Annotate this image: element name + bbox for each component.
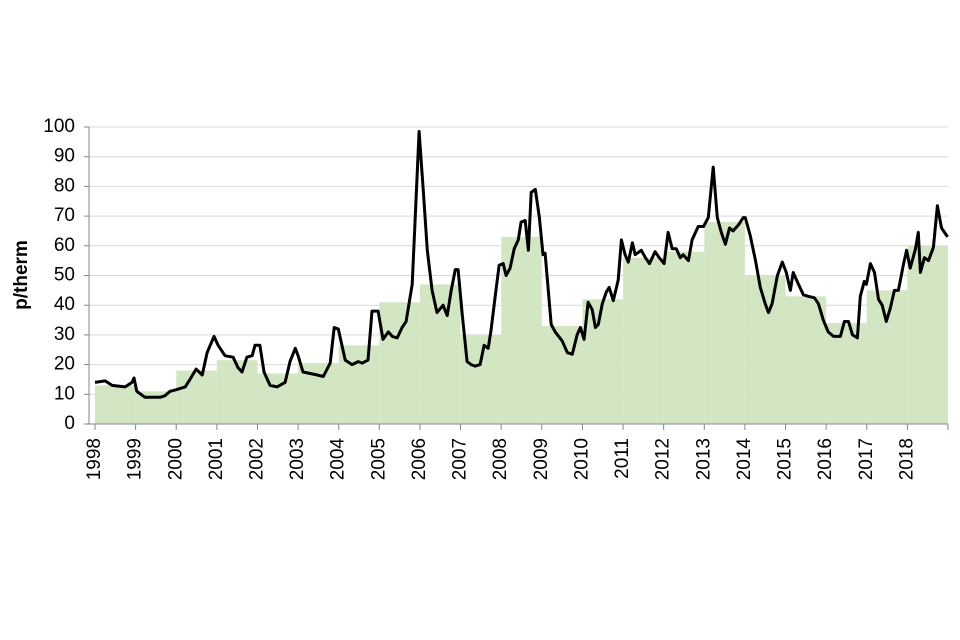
x-tick-label: 2010 <box>571 438 592 480</box>
annual-bar <box>663 251 705 424</box>
x-tick-label: 2004 <box>328 438 349 481</box>
x-tick-label: 2002 <box>246 438 267 480</box>
y-tick-label: 0 <box>64 413 75 434</box>
x-tick-label: 2008 <box>490 438 511 480</box>
x-tick-label: 1999 <box>125 438 146 480</box>
x-tick-label: 2015 <box>775 438 796 480</box>
annual-bar <box>379 302 420 424</box>
x-tick-label: 2011 <box>612 438 633 479</box>
x-tick-label: 2006 <box>409 438 430 480</box>
x-tick-label: 2001 <box>206 438 227 480</box>
annual-bar <box>257 373 299 424</box>
annual-bar <box>95 385 136 424</box>
annual-bar <box>501 236 542 424</box>
x-tick-label: 2000 <box>165 438 186 480</box>
annual-bar <box>419 284 461 424</box>
annual-bar <box>216 360 258 424</box>
y-axis-label: p/therm <box>11 240 32 310</box>
x-tick-label: 2005 <box>368 438 389 480</box>
annual-bar <box>785 296 827 424</box>
y-tick-label: 20 <box>54 354 75 375</box>
axes: 0 10 20 30 40 50 60 70 80 90 100 1998 1999 2000 2001 20… <box>43 116 949 481</box>
y-tick-label: 40 <box>54 294 75 315</box>
x-tick-label: 2017 <box>856 438 877 480</box>
y-tick-label: 30 <box>54 324 75 345</box>
annual-bar <box>176 370 217 424</box>
x-tick-label: 2014 <box>734 438 755 481</box>
annual-bar <box>866 290 908 424</box>
y-tick-label: 60 <box>54 235 75 256</box>
annual-bar <box>704 222 745 424</box>
annual-bar <box>907 245 948 424</box>
y-tick-label: 100 <box>43 116 75 137</box>
y-tick-label: 70 <box>54 205 75 226</box>
y-tick-label: 50 <box>54 265 75 286</box>
annual-bar <box>623 257 664 424</box>
x-tick-label: 1998 <box>84 438 105 480</box>
x-tick-label: 2003 <box>287 438 308 480</box>
annual-bar <box>826 323 867 424</box>
y-tick-label: 10 <box>54 383 75 404</box>
x-tick-label: 2009 <box>531 438 552 480</box>
y-tick-label: 90 <box>54 146 75 167</box>
x-tick-label: 2016 <box>815 438 836 480</box>
x-tick-label: 2012 <box>653 438 674 480</box>
price-line <box>94 130 949 399</box>
plot-area <box>94 130 949 424</box>
y-tick-label: 80 <box>54 175 75 196</box>
annual-bar <box>744 275 786 424</box>
x-tick-label: 2018 <box>896 438 917 480</box>
x-tick-label: 2007 <box>450 438 471 480</box>
x-tick-label: 2013 <box>693 438 714 480</box>
annual-bar <box>582 299 624 424</box>
